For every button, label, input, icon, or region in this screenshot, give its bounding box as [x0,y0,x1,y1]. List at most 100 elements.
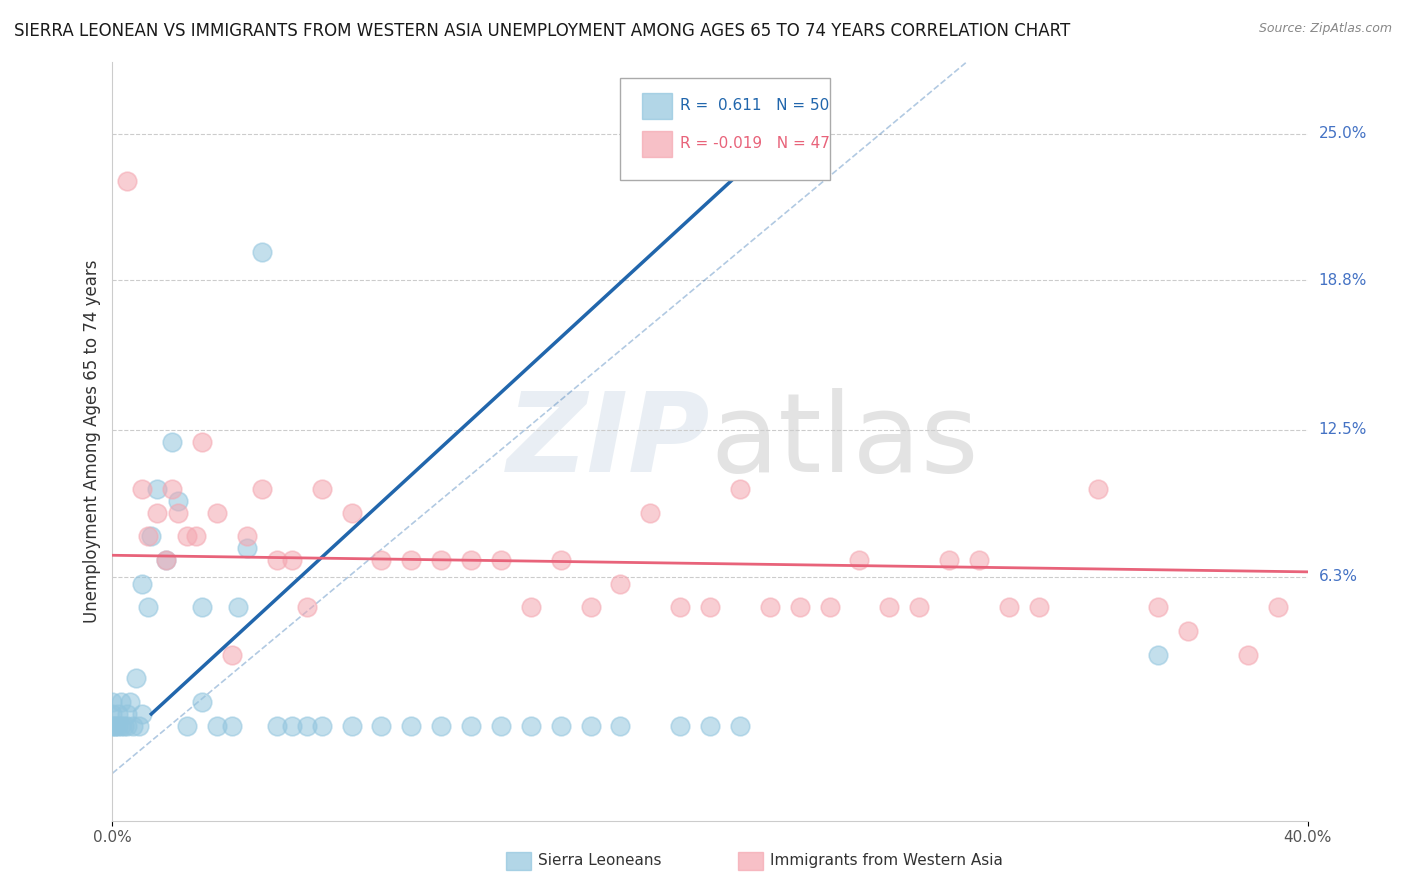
Text: atlas: atlas [710,388,979,495]
Point [579,600,602,615]
Point [520,600,543,615]
Point [401,553,423,567]
Point [460,553,482,567]
Point [141,529,163,543]
Point [609,576,631,591]
Point [967,553,990,567]
Point [295,719,318,733]
Point [146,482,169,496]
Point [848,553,870,567]
Point [311,719,333,733]
Point [1177,624,1199,639]
Point [205,506,228,520]
Point [250,482,273,496]
Point [138,529,160,543]
Point [669,719,692,733]
Point [146,506,169,520]
Point [250,244,273,259]
Point [191,434,214,449]
Point [266,553,288,567]
Point [938,553,960,567]
Point [131,482,153,496]
Point [1237,648,1260,662]
Text: Sierra Leoneans: Sierra Leoneans [538,854,662,868]
Point [579,719,602,733]
Text: ZIP: ZIP [506,388,710,495]
Point [191,600,214,615]
Point [1267,600,1289,615]
Point [340,719,363,733]
Text: SIERRA LEONEAN VS IMMIGRANTS FROM WESTERN ASIA UNEMPLOYMENT AMONG AGES 65 TO 74 : SIERRA LEONEAN VS IMMIGRANTS FROM WESTER… [14,22,1070,40]
Point [221,719,243,733]
Point [699,600,721,615]
Point [101,719,124,733]
Point [104,719,127,733]
Point [205,719,228,733]
Point [114,719,135,733]
Text: 18.8%: 18.8% [1319,273,1367,288]
Point [176,719,198,733]
Point [266,719,288,733]
Point [699,719,721,733]
Point [1147,600,1170,615]
Point [128,719,150,733]
FancyBboxPatch shape [643,93,672,120]
Point [125,672,148,686]
Point [131,576,153,591]
Point [176,529,198,543]
Point [131,706,153,721]
Point [167,506,190,520]
Point [311,482,333,496]
Y-axis label: Unemployment Among Ages 65 to 74 years: Unemployment Among Ages 65 to 74 years [83,260,101,624]
Point [879,600,901,615]
Point [162,482,183,496]
Point [728,482,751,496]
Point [430,553,453,567]
Point [401,719,423,733]
Point [155,553,177,567]
FancyBboxPatch shape [620,78,830,180]
Point [191,695,214,709]
Point [107,719,129,733]
Point [138,600,160,615]
Point [520,719,543,733]
Point [236,529,259,543]
Point [550,553,572,567]
Point [728,719,751,733]
FancyBboxPatch shape [643,130,672,157]
Point [110,695,132,709]
Point [167,493,190,508]
Point [295,600,318,615]
Text: R =  0.611   N = 50: R = 0.611 N = 50 [681,98,830,113]
Point [101,695,124,709]
Point [818,600,841,615]
Text: Source: ZipAtlas.com: Source: ZipAtlas.com [1258,22,1392,36]
Text: 6.3%: 6.3% [1319,569,1358,584]
Point [370,553,392,567]
Text: 12.5%: 12.5% [1319,422,1367,437]
Point [107,706,129,721]
Text: Immigrants from Western Asia: Immigrants from Western Asia [770,854,1004,868]
Point [281,719,304,733]
Point [669,600,692,615]
Text: 25.0%: 25.0% [1319,126,1367,141]
Point [908,600,931,615]
Point [640,506,662,520]
Point [1147,648,1170,662]
Point [340,506,363,520]
Point [117,719,139,733]
Point [236,541,259,556]
Point [221,648,243,662]
Point [550,719,572,733]
Point [110,719,132,733]
Point [120,695,142,709]
Point [1028,600,1050,615]
Point [759,600,782,615]
Point [122,719,145,733]
Point [609,719,631,733]
Point [117,174,139,188]
Point [101,706,124,721]
Point [155,553,177,567]
Point [117,706,139,721]
Point [162,434,183,449]
